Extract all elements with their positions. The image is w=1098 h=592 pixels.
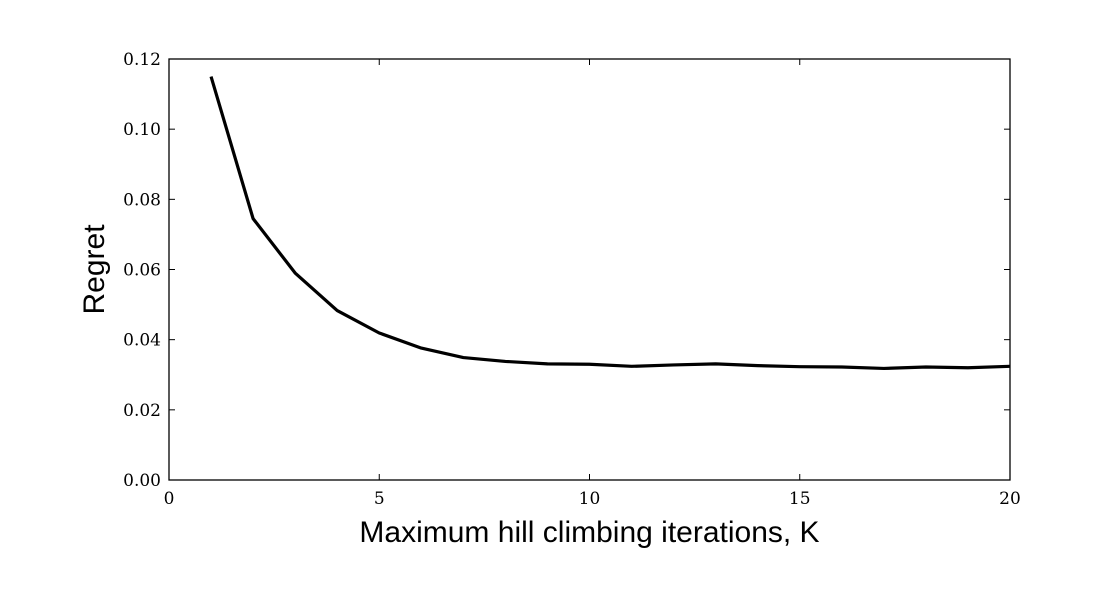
- y-tick-label: 0.00: [123, 471, 161, 491]
- x-axis-ticks: 0 5 10 15 20: [164, 59, 1021, 509]
- x-axis-title: Maximum hill climbing iterations, K: [359, 516, 819, 549]
- x-tick-label: 5: [374, 489, 385, 509]
- y-tick-label: 0.08: [123, 190, 161, 210]
- y-tick-label: 0.10: [123, 120, 161, 140]
- series-layer: [209, 76, 1011, 371]
- y-axis-ticks: 0.00 0.02 0.04 0.06 0.08 0.10 0.12: [123, 50, 1010, 491]
- x-tick-label: 10: [579, 489, 601, 509]
- x-tick-label: 20: [999, 489, 1021, 509]
- x-tick-label: 0: [164, 489, 175, 509]
- y-tick-label: 0.06: [123, 261, 161, 281]
- plot-frame: [168, 58, 1011, 481]
- y-axis-title: Regret: [78, 224, 111, 315]
- y-tick-label: 0.04: [123, 331, 161, 351]
- series-line: [209, 76, 1011, 371]
- y-tick-label: 0.02: [123, 401, 161, 421]
- x-tick-label: 15: [789, 489, 811, 509]
- y-tick-label: 0.12: [123, 50, 161, 70]
